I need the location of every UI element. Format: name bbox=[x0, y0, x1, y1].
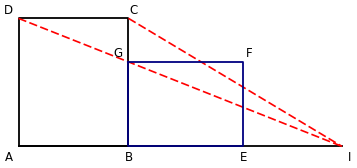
Text: I: I bbox=[348, 151, 351, 164]
Text: B: B bbox=[125, 151, 132, 164]
Text: F: F bbox=[246, 48, 253, 60]
Text: D: D bbox=[4, 4, 13, 17]
Text: G: G bbox=[114, 48, 123, 60]
Text: E: E bbox=[240, 151, 247, 164]
Text: A: A bbox=[5, 151, 13, 164]
Text: C: C bbox=[130, 4, 138, 17]
